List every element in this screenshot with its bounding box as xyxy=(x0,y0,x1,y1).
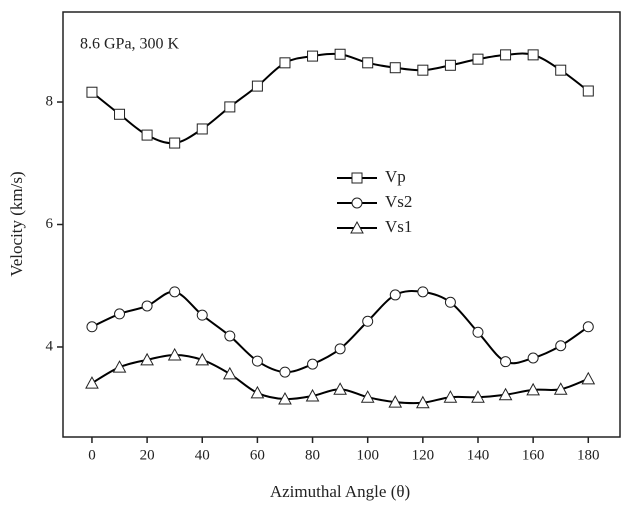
data-point xyxy=(307,50,319,62)
data-point xyxy=(555,64,567,76)
data-point xyxy=(417,64,429,76)
annotation: 8.6 GPa, 300 K xyxy=(80,36,180,53)
x-axis-label: Azimuthal Angle (θ) xyxy=(270,482,410,501)
data-point xyxy=(527,352,539,364)
x-tick-label: 40 xyxy=(195,447,210,463)
legend-marker xyxy=(350,220,364,234)
x-tick-label: 100 xyxy=(356,447,379,463)
data-point xyxy=(251,80,263,92)
data-point xyxy=(471,390,485,403)
data-point xyxy=(334,48,346,60)
legend-label: Vs2 xyxy=(385,192,412,211)
legend-marker xyxy=(351,197,363,209)
data-point xyxy=(114,308,126,320)
x-tick-label: 0 xyxy=(88,447,96,463)
data-point xyxy=(86,321,98,333)
data-point xyxy=(167,347,182,361)
x-tick-label: 180 xyxy=(577,447,600,463)
data-point xyxy=(307,358,319,370)
series-line xyxy=(91,52,589,145)
data-point xyxy=(582,321,594,333)
data-point xyxy=(169,286,181,298)
x-tick-label: 140 xyxy=(467,447,490,463)
data-point xyxy=(388,395,403,408)
y-tick-label: 6 xyxy=(46,216,54,232)
data-point xyxy=(444,296,456,308)
data-point xyxy=(305,388,320,402)
x-tick-label: 120 xyxy=(412,447,435,463)
data-point xyxy=(196,123,208,135)
data-point xyxy=(86,86,98,98)
y-tick-label: 4 xyxy=(46,338,54,354)
data-point xyxy=(141,300,153,312)
data-point xyxy=(224,101,236,113)
data-point xyxy=(333,382,347,395)
data-point xyxy=(582,85,594,97)
data-point xyxy=(279,57,291,69)
data-point xyxy=(85,376,99,389)
data-point xyxy=(334,343,346,355)
data-point xyxy=(553,382,568,395)
data-point xyxy=(417,286,429,298)
x-tick-label: 20 xyxy=(140,447,155,463)
data-point xyxy=(500,356,512,368)
data-point xyxy=(195,352,210,366)
data-point xyxy=(362,57,374,69)
data-point xyxy=(114,108,126,120)
series-line xyxy=(91,290,589,374)
data-point xyxy=(581,371,596,385)
data-point xyxy=(360,390,375,403)
y-tick-label: 8 xyxy=(46,93,54,109)
legend-label: Vp xyxy=(385,167,406,186)
data-point xyxy=(112,360,127,373)
data-point xyxy=(389,289,401,301)
data-point xyxy=(278,391,292,405)
data-point xyxy=(251,355,263,367)
data-point xyxy=(555,340,567,352)
data-point xyxy=(140,352,154,366)
data-point xyxy=(250,385,265,399)
legend-label: Vs1 xyxy=(385,217,412,236)
data-point xyxy=(472,53,484,65)
x-tick-label: 80 xyxy=(305,447,320,463)
series-line xyxy=(91,353,589,405)
plot-frame xyxy=(62,11,621,438)
x-tick-label: 160 xyxy=(522,447,545,463)
data-point xyxy=(169,137,181,149)
data-point xyxy=(500,49,512,61)
x-tick-label: 60 xyxy=(250,447,265,463)
data-point xyxy=(279,366,291,378)
data-point xyxy=(222,366,237,380)
y-axis-label: Velocity (km/s) xyxy=(7,171,26,276)
data-point xyxy=(389,62,401,74)
legend-marker xyxy=(351,172,363,184)
data-point xyxy=(362,315,374,327)
data-point xyxy=(526,382,540,396)
data-point xyxy=(416,395,430,409)
data-point xyxy=(443,390,458,403)
data-point xyxy=(141,129,153,141)
data-point xyxy=(498,387,513,401)
data-point xyxy=(224,330,236,342)
data-point xyxy=(196,309,208,321)
data-point xyxy=(472,326,484,338)
data-point xyxy=(527,49,539,61)
data-point xyxy=(444,59,456,71)
